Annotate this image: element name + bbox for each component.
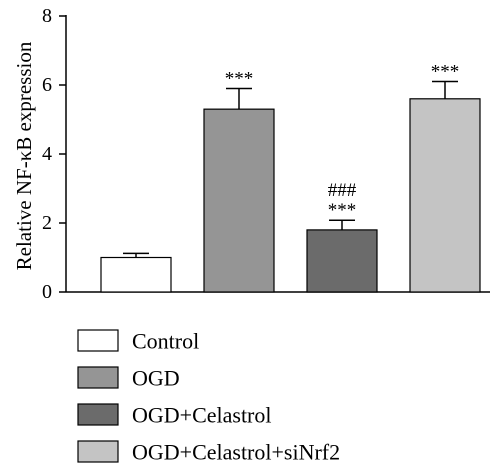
legend-label: OGD xyxy=(132,366,180,391)
significance-label: ### xyxy=(328,180,357,201)
significance-label: *** xyxy=(328,200,357,221)
bar-ogd-celastrol-sinrf2 xyxy=(409,98,481,293)
bar-control xyxy=(100,256,172,293)
y-tick-label: 0 xyxy=(42,281,52,303)
y-tick-label: 2 xyxy=(42,212,52,234)
significance-label: *** xyxy=(431,62,460,83)
bars: ******###*** xyxy=(100,62,481,293)
legend-swatch xyxy=(77,403,119,426)
significance-label: *** xyxy=(225,68,254,89)
legend-swatch xyxy=(77,440,119,463)
legend-swatch xyxy=(77,329,119,352)
y-tick-label: 6 xyxy=(42,74,52,96)
legend-label: Control xyxy=(132,329,199,354)
bar-ogd-celastrol xyxy=(306,229,378,293)
legend-label: OGD+Celastrol xyxy=(132,403,272,428)
legend: Control OGD OGD+Celastrol OGD+Celastrol+siN… xyxy=(77,329,340,465)
y-axis-title-group: Relative NF-κB expression xyxy=(12,41,36,270)
y-tick-label: 4 xyxy=(42,143,52,165)
y-tick-label: 8 xyxy=(42,5,52,27)
legend-swatch xyxy=(77,366,119,389)
bar-ogd xyxy=(203,108,275,293)
legend-label: OGD+Celastrol+siNrf2 xyxy=(132,440,340,465)
y-ticks: 0 2 4 6 8 xyxy=(42,5,66,303)
y-axis-title: Relative NF-κB expression xyxy=(12,41,36,270)
